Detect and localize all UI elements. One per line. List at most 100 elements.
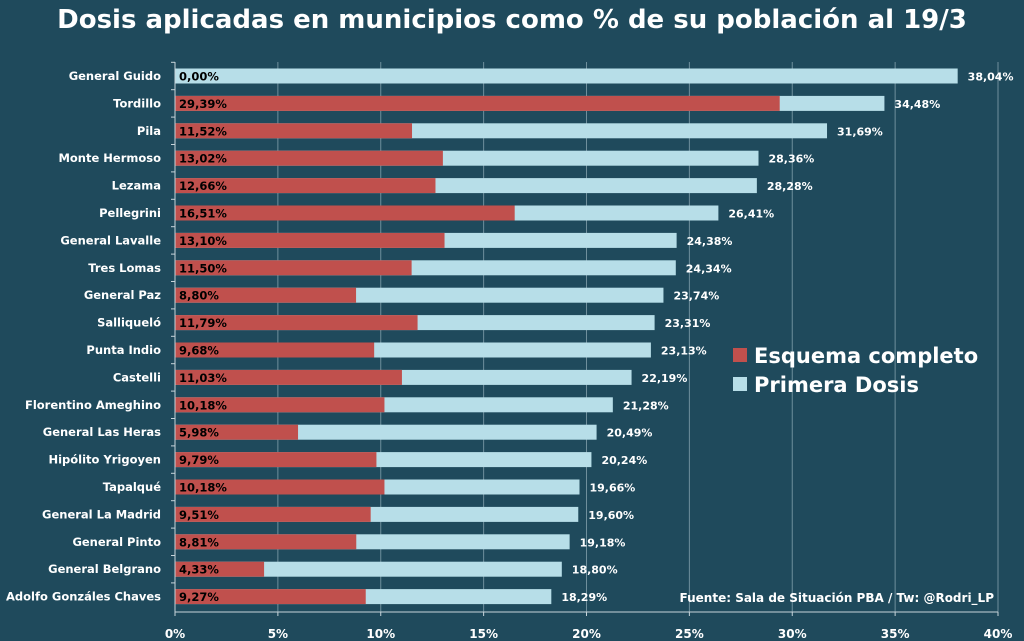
x-tick-label: 15% xyxy=(469,627,498,641)
x-tick-label: 35% xyxy=(881,627,910,641)
label-primera-dosis-tapalque: 19,66% xyxy=(590,482,636,495)
bar-esquema-completo-tordillo xyxy=(175,95,780,111)
bar-esquema-completo-general-las-heras xyxy=(175,424,299,440)
legend: Esquema completo Primera Dosis xyxy=(733,344,978,397)
label-esquema-completo-tordillo: 29,39% xyxy=(179,97,227,111)
bar-esquema-completo-pellegrini xyxy=(175,205,515,221)
label-primera-dosis-general-las-heras: 20,49% xyxy=(607,427,653,440)
label-esquema-completo-general-lavalle: 13,10% xyxy=(179,234,227,248)
bar-esquema-completo-lezama xyxy=(175,178,436,194)
category-label-general-pinto: General Pinto xyxy=(72,535,161,549)
bar-esquema-completo-general-belgrano xyxy=(175,561,265,577)
label-esquema-completo-punta-indio: 9,68% xyxy=(179,344,219,358)
gridlines xyxy=(277,62,999,612)
label-primera-dosis-lezama: 28,28% xyxy=(767,180,813,193)
label-primera-dosis-general-la-madrid: 19,60% xyxy=(588,509,634,522)
x-tick-label: 5% xyxy=(268,627,288,641)
label-esquema-completo-pila: 11,52% xyxy=(179,124,227,138)
label-esquema-completo-tapalque: 10,18% xyxy=(179,481,227,495)
label-esquema-completo-pellegrini: 16,51% xyxy=(179,207,227,221)
legend-label-primera-dosis: Primera Dosis xyxy=(754,373,919,397)
x-tick-label: 30% xyxy=(778,627,807,641)
label-primera-dosis-general-belgrano: 18,80% xyxy=(572,564,618,577)
category-label-lezama: Lezama xyxy=(112,179,161,193)
label-primera-dosis-castelli: 22,19% xyxy=(642,372,688,385)
bar-esquema-completo-punta-indio xyxy=(175,342,375,358)
label-esquema-completo-castelli: 11,03% xyxy=(179,371,227,385)
category-label-general-guido: General Guido xyxy=(69,69,161,83)
category-label-monte-hermoso: Monte Hermoso xyxy=(58,151,161,165)
bar-esquema-completo-general-la-madrid xyxy=(175,506,371,522)
x-tick-label: 20% xyxy=(572,627,601,641)
label-primera-dosis-general-pinto: 19,18% xyxy=(580,536,626,549)
category-labels: General Guido Tordillo Pila Monte Hermoso Le… xyxy=(6,69,161,604)
category-label-florentino-ameghino: Florentino Ameghino xyxy=(25,398,161,412)
label-esquema-completo-general-paz: 8,80% xyxy=(179,289,219,303)
label-esquema-completo-general-belgrano: 4,33% xyxy=(179,563,219,577)
category-label-general-las-heras: General Las Heras xyxy=(43,425,161,439)
bar-primera-dosis-general-guido xyxy=(175,68,958,84)
label-esquema-completo-hipolito-yrigoyen: 9,79% xyxy=(179,453,219,467)
bar-esquema-completo-salliquelo xyxy=(175,315,418,331)
label-primera-dosis-salliquelo: 23,31% xyxy=(665,317,711,330)
category-label-general-lavalle: General Lavalle xyxy=(60,233,161,247)
bar-esquema-completo-general-paz xyxy=(175,287,357,303)
bar-esquema-completo-florentino-ameghino xyxy=(175,397,385,413)
label-esquema-completo-tres-lomas: 11,50% xyxy=(179,261,227,275)
label-esquema-completo-lezama: 12,66% xyxy=(179,179,227,193)
category-label-salliquelo: Salliqueló xyxy=(97,316,161,330)
label-esquema-completo-general-la-madrid: 9,51% xyxy=(179,508,219,522)
category-label-hipolito-yrigoyen: Hipólito Yrigoyen xyxy=(48,453,161,467)
category-label-punta-indio: Punta Indio xyxy=(86,343,161,357)
label-primera-dosis-general-lavalle: 24,38% xyxy=(687,235,733,248)
label-esquema-completo-florentino-ameghino: 10,18% xyxy=(179,398,227,412)
label-primera-dosis-adolfo-gonzales-chaves: 18,29% xyxy=(561,591,607,604)
category-label-pellegrini: Pellegrini xyxy=(99,206,161,220)
bar-esquema-completo-monte-hermoso xyxy=(175,150,443,166)
data-labels: 0,00% 38,04% 29,39% 34,48% 11,52% 31,69% 13,02… xyxy=(179,70,1014,605)
category-label-pila: Pila xyxy=(137,124,161,138)
chart-title: Dosis aplicadas en municipios como % de … xyxy=(57,5,967,35)
source-note: Fuente: Sala de Situación PBA / Tw: @Rod… xyxy=(680,591,995,606)
label-primera-dosis-general-paz: 23,74% xyxy=(673,290,719,303)
bar-primera-dosis-general-belgrano xyxy=(175,561,562,577)
label-esquema-completo-general-guido: 0,00% xyxy=(179,70,219,84)
x-tick-label: 25% xyxy=(675,627,704,641)
category-label-general-la-madrid: General La Madrid xyxy=(42,507,161,521)
legend-swatch-esquema-completo xyxy=(733,348,747,362)
label-primera-dosis-general-guido: 38,04% xyxy=(968,71,1014,84)
legend-label-esquema-completo: Esquema completo xyxy=(754,344,978,368)
category-label-general-paz: General Paz xyxy=(84,288,161,302)
x-axis: 0% 5% 10% 15% 20% 25% 30% 35% 40% xyxy=(165,61,1013,641)
label-primera-dosis-florentino-ameghino: 21,28% xyxy=(623,399,669,412)
x-tick-label: 40% xyxy=(984,627,1013,641)
category-label-castelli: Castelli xyxy=(113,370,161,384)
category-label-tapalque: Tapalqué xyxy=(103,480,161,494)
bar-esquema-completo-adolfo-gonzales-chaves xyxy=(175,589,366,605)
bar-esquema-completo-tapalque xyxy=(175,479,385,495)
label-primera-dosis-monte-hermoso: 28,36% xyxy=(769,153,815,166)
x-tick-label: 0% xyxy=(165,627,185,641)
bars xyxy=(175,68,958,605)
label-esquema-completo-general-las-heras: 5,98% xyxy=(179,426,219,440)
label-esquema-completo-adolfo-gonzales-chaves: 9,27% xyxy=(179,590,219,604)
label-esquema-completo-monte-hermoso: 13,02% xyxy=(179,152,227,166)
x-tick-label: 10% xyxy=(366,627,395,641)
label-primera-dosis-tordillo: 34,48% xyxy=(894,98,940,111)
label-primera-dosis-pellegrini: 26,41% xyxy=(728,208,774,221)
bar-esquema-completo-hipolito-yrigoyen xyxy=(175,452,377,468)
bar-esquema-completo-tres-lomas xyxy=(175,260,412,276)
category-label-general-belgrano: General Belgrano xyxy=(48,562,161,576)
category-label-tordillo: Tordillo xyxy=(113,96,161,110)
label-primera-dosis-hipolito-yrigoyen: 20,24% xyxy=(601,454,647,467)
bar-esquema-completo-pila xyxy=(175,123,413,139)
category-label-tres-lomas: Tres Lomas xyxy=(88,261,161,275)
bar-esquema-completo-castelli xyxy=(175,369,402,385)
bar-esquema-completo-general-lavalle xyxy=(175,232,445,248)
label-esquema-completo-general-pinto: 8,81% xyxy=(179,535,219,549)
legend-swatch-primera-dosis xyxy=(733,377,747,391)
category-label-adolfo-gonzales-chaves: Adolfo Gonzáles Chaves xyxy=(6,590,161,604)
bar-esquema-completo-general-pinto xyxy=(175,534,357,550)
label-primera-dosis-tres-lomas: 24,34% xyxy=(686,262,732,275)
